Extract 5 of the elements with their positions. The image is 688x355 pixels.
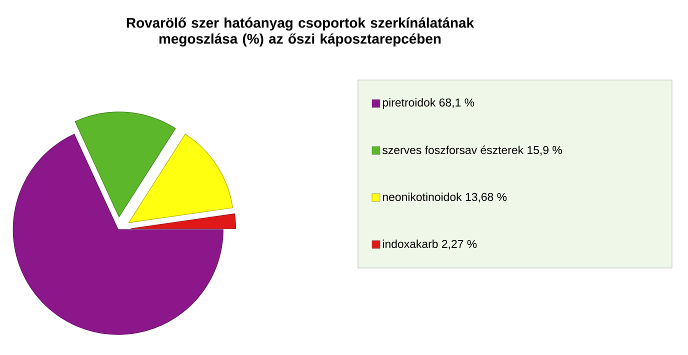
- chart-title: Rovarölő szer hatóanyag csoportok szerkínálatának megoszlása (%) az őszi káposztarepcében: [126, 17, 474, 47]
- legend-label: szerves foszforsav észterek 15,9 %: [382, 146, 562, 156]
- legend-label: indoxakarb 2,27 %: [382, 240, 477, 250]
- legend-label: neonikotinoidok 13,68 %: [382, 192, 507, 202]
- legend-label: piretroidok 68,1 %: [382, 98, 474, 109]
